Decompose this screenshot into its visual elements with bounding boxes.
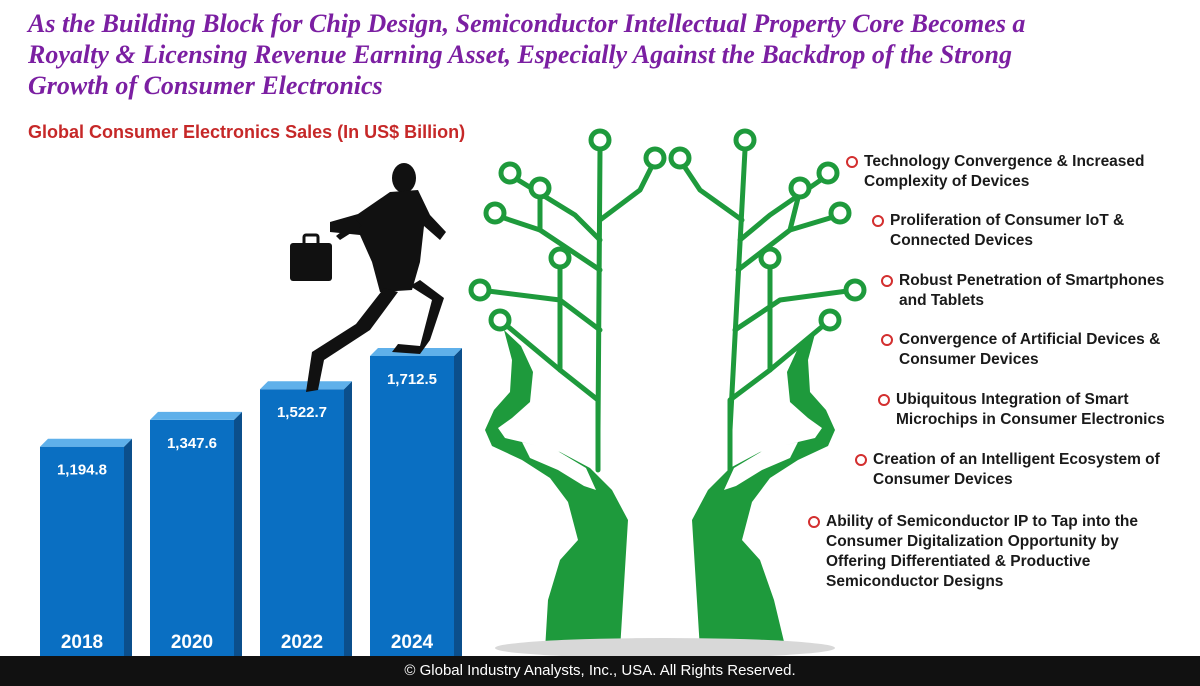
bar-side-2022 — [344, 381, 352, 656]
ground-shadow — [495, 638, 835, 658]
circuit-node — [733, 128, 757, 152]
bar-2020 — [150, 419, 234, 656]
circuit-node — [843, 278, 867, 302]
bar-value-label: 1,522.7 — [277, 404, 327, 421]
circuit-node — [788, 176, 812, 200]
circuit-node — [643, 146, 667, 170]
driver-item: Proliferation of Consumer IoT & Connecte… — [872, 211, 1172, 251]
circuit-node — [816, 161, 840, 185]
chart-title: Global Consumer Electronics Sales (In US… — [28, 122, 466, 142]
red-ring-bullet-icon — [881, 275, 893, 287]
businessman-climbing-icon — [290, 163, 446, 392]
bar-top-2018 — [40, 438, 132, 447]
hands-icon — [485, 330, 835, 650]
x-tick-label: 2024 — [391, 632, 434, 653]
driver-text: Creation of an Intelligent Ecosystem of … — [873, 451, 1160, 488]
red-ring-bullet-icon — [881, 334, 893, 346]
bar-2022 — [260, 389, 344, 656]
red-ring-bullet-icon — [846, 156, 858, 168]
circuit-node — [588, 128, 612, 152]
circuit-trace — [595, 147, 603, 433]
driver-text: Ubiquitous Integration of Smart Microchi… — [896, 391, 1165, 428]
bar-top-2022 — [260, 381, 352, 390]
driver-item: Ubiquitous Integration of Smart Microchi… — [878, 390, 1178, 430]
circuit-node — [468, 278, 492, 302]
circuit-node — [758, 246, 782, 270]
circuit-trace — [677, 157, 745, 223]
driver-text: Convergence of Artificial Devices & Cons… — [899, 331, 1161, 368]
bar-value-label: 1,194.8 — [57, 462, 107, 479]
circuit-node — [548, 246, 572, 270]
circuit-trace — [507, 172, 603, 243]
bar-side-2020 — [234, 411, 242, 656]
circuit-node — [528, 176, 552, 200]
headline-line-1: As the Building Block for Chip Design, S… — [28, 9, 1026, 38]
circuit-trace — [497, 317, 601, 473]
bar-side-2024 — [454, 348, 462, 656]
circuit-node — [488, 308, 512, 332]
circuit-trace — [727, 147, 748, 433]
circuit-trace — [737, 172, 831, 243]
driver-item: Creation of an Intelligent Ecosystem of … — [855, 450, 1185, 490]
bar-value-label: 1,347.6 — [167, 435, 217, 452]
circuit-node — [828, 201, 852, 225]
x-tick-label: 2022 — [281, 632, 323, 653]
headline-line-3: Growth of Consumer Electronics — [28, 71, 383, 100]
bar-2024 — [370, 356, 454, 656]
circuit-trace — [597, 157, 658, 223]
bar-value-label: 1,712.5 — [387, 371, 437, 388]
bar-side-2018 — [124, 438, 132, 656]
driver-item: Technology Convergence & Increased Compl… — [846, 152, 1176, 192]
driver-text: Proliferation of Consumer IoT & Connecte… — [890, 212, 1125, 249]
driver-item: Ability of Semiconductor IP to Tap into … — [808, 512, 1178, 592]
driver-text: Robust Penetration of Smartphones and Ta… — [899, 272, 1165, 309]
driver-text: Technology Convergence & Increased Compl… — [864, 153, 1145, 190]
bar-2018 — [40, 446, 124, 656]
driver-item: Robust Penetration of Smartphones and Ta… — [881, 271, 1181, 311]
red-ring-bullet-icon — [808, 516, 820, 528]
circuit-node — [498, 161, 522, 185]
red-ring-bullet-icon — [878, 394, 890, 406]
driver-item: Convergence of Artificial Devices & Cons… — [881, 330, 1181, 370]
circuit-tree-hands-icon — [468, 128, 867, 473]
bar-top-2020 — [150, 411, 242, 420]
circuit-trace — [727, 317, 833, 473]
x-tick-label: 2020 — [171, 632, 213, 653]
circuit-node — [483, 201, 507, 225]
red-ring-bullet-icon — [855, 454, 867, 466]
driver-text: Ability of Semiconductor IP to Tap into … — [826, 513, 1139, 590]
copyright-footer: © Global Industry Analysts, Inc., USA. A… — [0, 656, 1200, 686]
circuit-node — [668, 146, 692, 170]
x-tick-label: 2018 — [61, 632, 103, 653]
red-ring-bullet-icon — [872, 215, 884, 227]
headline: As the Building Block for Chip Design, S… — [28, 8, 1188, 101]
circuit-trace — [732, 287, 858, 333]
bar-group: 1,194.8 2018 1,347.6 2020 1,522.7 2022 1,712.5… — [40, 348, 462, 656]
circuit-node — [818, 308, 842, 332]
headline-line-2: Royalty & Licensing Revenue Earning Asse… — [28, 40, 1012, 69]
